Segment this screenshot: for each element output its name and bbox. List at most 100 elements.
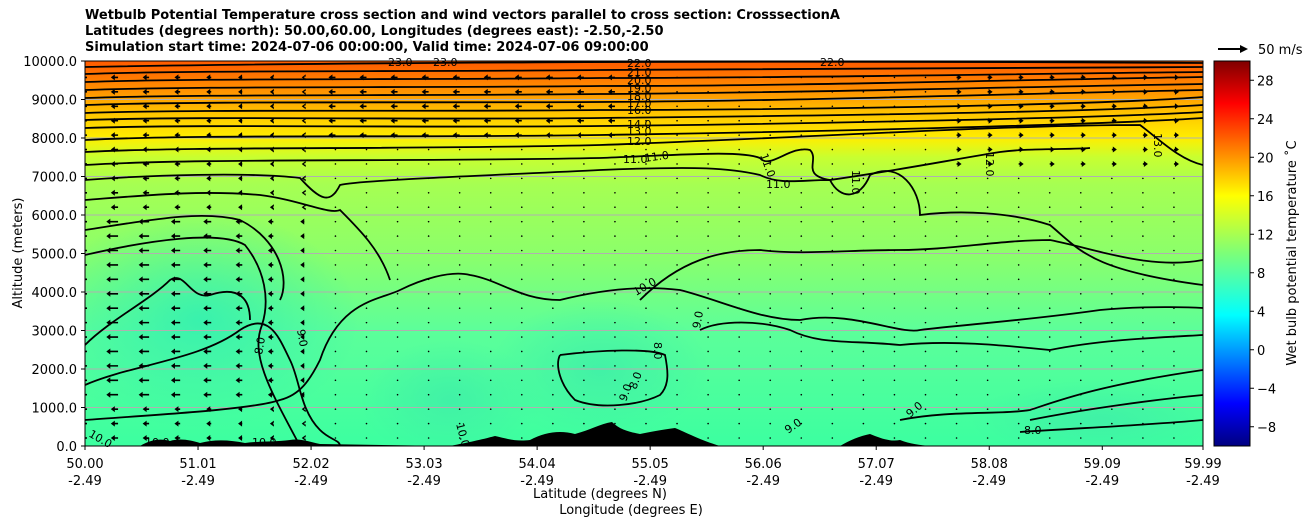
- wind-vector: [769, 119, 772, 122]
- wind-vector: [862, 422, 865, 425]
- wind-vector: [334, 192, 337, 194]
- wind-vector: [238, 189, 243, 196]
- contour-line: [557, 349, 669, 407]
- wind-vector: [800, 119, 803, 122]
- wind-vector: [576, 103, 584, 110]
- wind-vector: [831, 163, 834, 165]
- wind-vector: [924, 437, 927, 439]
- wind-vector: [1079, 393, 1082, 396]
- wind-vector: [614, 177, 616, 180]
- wind-vector: [1079, 249, 1082, 252]
- wind-vector: [267, 233, 274, 240]
- wind-vector: [396, 235, 399, 237]
- wind-vector: [489, 321, 492, 324]
- wind-vector: [301, 103, 306, 110]
- wind-vector: [607, 88, 615, 95]
- wind-vector: [203, 377, 212, 384]
- x-tick-label-longitude: -2.49: [746, 474, 780, 489]
- wind-vector: [545, 74, 553, 81]
- wind-vector: [520, 249, 523, 252]
- wind-vector: [1111, 220, 1113, 223]
- wind-vector: [862, 192, 865, 194]
- wind-vector: [738, 235, 740, 237]
- wind-vector: [956, 146, 962, 153]
- wind-vector: [520, 163, 523, 165]
- wind-vector: [707, 76, 709, 79]
- wind-vector: [206, 103, 212, 110]
- wind-vector: [831, 177, 834, 180]
- wind-vector: [170, 305, 181, 312]
- wind-vector: [1142, 249, 1144, 252]
- colorbar-label: Wet bulb potential temperature ˚C: [1284, 140, 1300, 365]
- contour-label: 11.0: [849, 170, 862, 195]
- wind-vector: [769, 192, 772, 194]
- wind-vector: [924, 91, 927, 93]
- contour-label: 10.0: [252, 436, 277, 449]
- wind-vector: [170, 261, 181, 268]
- wind-vector: [267, 261, 274, 268]
- wind-vector: [267, 247, 274, 254]
- wind-vector: [1048, 393, 1051, 396]
- wind-vector: [301, 175, 306, 182]
- wind-vector: [514, 74, 522, 81]
- x-tick-label-longitude: -2.49: [294, 474, 328, 489]
- wind-vector: [238, 204, 243, 211]
- wind-vector: [458, 177, 461, 180]
- wind-vector: [1142, 365, 1144, 367]
- colorbar-tick-label: −8: [1257, 421, 1276, 436]
- wind-vector: [1017, 393, 1020, 396]
- contour-line: [85, 167, 1203, 286]
- wind-vector: [707, 393, 709, 396]
- wind-vector: [955, 350, 958, 353]
- contour-label: 12.0: [983, 152, 996, 177]
- wind-vector: [614, 393, 616, 396]
- wind-vector: [203, 261, 212, 268]
- wind-vector: [452, 117, 460, 124]
- wind-vector: [267, 290, 274, 297]
- wind-vector: [707, 220, 709, 223]
- wind-vector: [396, 177, 399, 180]
- contour-line: [85, 147, 1091, 181]
- wind-vector: [955, 235, 958, 237]
- wind-vector: [267, 319, 274, 326]
- wind-vector: [583, 163, 585, 165]
- wind-vector: [924, 350, 927, 353]
- wind-vector: [924, 119, 927, 122]
- wind-vector: [1111, 422, 1113, 425]
- wind-vector: [142, 103, 150, 110]
- wind-vector: [365, 292, 368, 295]
- wind-vector: [800, 264, 803, 266]
- x-tick-label-latitude: 53.03: [405, 457, 442, 472]
- wind-vector: [514, 117, 522, 124]
- wind-vector: [987, 146, 993, 153]
- wind-vector: [206, 175, 212, 182]
- wind-vector: [365, 379, 368, 382]
- contour-line: [85, 61, 1203, 68]
- wind-vector: [831, 206, 834, 209]
- wind-vector: [1173, 422, 1175, 425]
- wind-vector: [645, 408, 647, 410]
- wind-vector: [300, 233, 305, 240]
- wind-vector: [396, 408, 399, 410]
- wind-vector: [489, 393, 492, 396]
- wind-vector: [800, 437, 803, 439]
- wind-vector: [269, 160, 274, 167]
- wind-vector: [203, 334, 212, 341]
- colorbar-tick-label: −4: [1257, 382, 1276, 397]
- wind-vector: [1048, 278, 1051, 281]
- wind-vector: [831, 321, 834, 324]
- wind-vector: [520, 278, 523, 281]
- y-tick-label: 2000.0: [32, 363, 78, 378]
- wind-vector: [924, 192, 927, 194]
- wind-vector: [614, 235, 616, 237]
- wind-vector: [301, 406, 306, 413]
- wind-vector: [1017, 278, 1020, 281]
- wind-vector: [1142, 422, 1144, 425]
- wind-vector: [676, 336, 678, 338]
- wind-vector: [365, 422, 368, 425]
- wind-vector: [1111, 132, 1117, 139]
- wind-vector: [831, 379, 834, 382]
- contour-label: 22.0: [627, 57, 652, 70]
- x-tick-label-longitude: -2.49: [407, 474, 441, 489]
- wind-vector: [831, 350, 834, 353]
